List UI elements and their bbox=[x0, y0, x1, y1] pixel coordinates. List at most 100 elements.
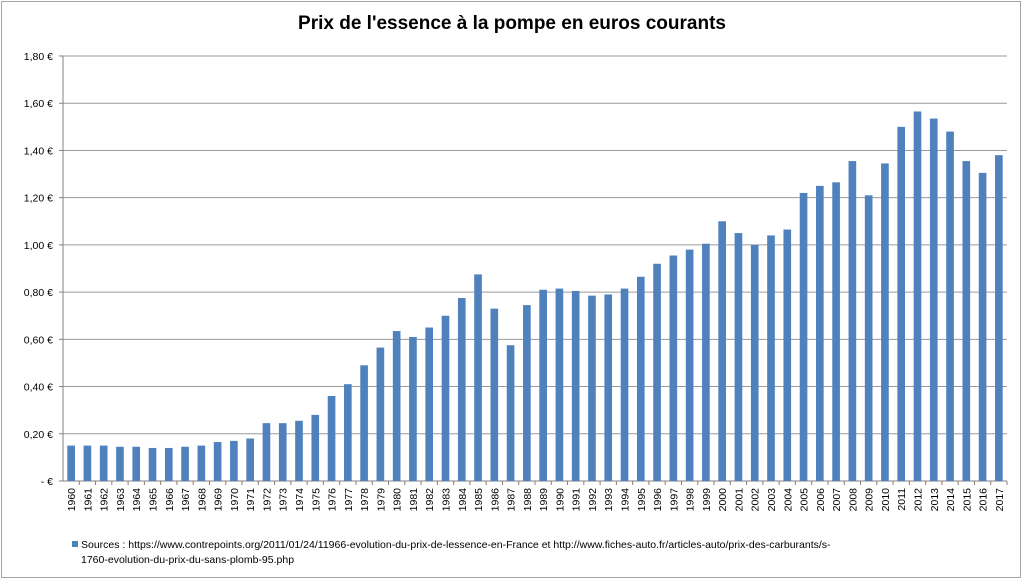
bar bbox=[718, 221, 726, 481]
bar bbox=[490, 308, 499, 481]
x-tick-label: 1988 bbox=[522, 488, 534, 512]
x-tick-label: 2007 bbox=[831, 488, 843, 512]
bar bbox=[995, 155, 1003, 481]
x-tick-label: 1969 bbox=[213, 488, 225, 512]
x-tick-label: 1976 bbox=[327, 488, 339, 512]
bar bbox=[523, 305, 531, 481]
x-tick-label: 2014 bbox=[945, 488, 957, 512]
bar bbox=[181, 446, 189, 481]
y-tick-label: 0,20 € bbox=[24, 429, 53, 441]
bar bbox=[897, 126, 906, 481]
bar bbox=[425, 327, 434, 481]
bar bbox=[669, 255, 678, 481]
x-tick-label: 1967 bbox=[180, 488, 192, 512]
x-tick-label: 2000 bbox=[717, 488, 729, 512]
bar bbox=[230, 440, 238, 481]
x-tick-label: 1972 bbox=[261, 488, 273, 512]
chart-legend: Sources : https://www.contrepoints.org/2… bbox=[72, 538, 972, 568]
bar bbox=[457, 298, 466, 481]
x-tick-label: 1975 bbox=[310, 488, 322, 512]
bar bbox=[685, 249, 694, 481]
bar bbox=[474, 274, 482, 481]
x-tick-label: 2016 bbox=[978, 488, 990, 512]
x-tick-label: 1970 bbox=[229, 488, 241, 512]
bar bbox=[132, 446, 141, 481]
x-tick-label: 2005 bbox=[799, 488, 811, 512]
bar bbox=[978, 172, 987, 481]
x-tick-label: 2008 bbox=[847, 488, 859, 512]
x-tick-label: 2010 bbox=[880, 488, 892, 512]
bar bbox=[734, 233, 743, 481]
x-tick-label: 1974 bbox=[294, 488, 306, 512]
bar bbox=[588, 295, 596, 481]
x-tick-label: 2013 bbox=[929, 488, 941, 512]
bar bbox=[539, 289, 547, 481]
bar bbox=[555, 288, 564, 481]
bar bbox=[962, 161, 971, 481]
x-tick-label: 2017 bbox=[994, 488, 1006, 512]
bar bbox=[99, 445, 108, 481]
bar bbox=[816, 185, 824, 481]
bar bbox=[197, 445, 206, 481]
bar bbox=[783, 229, 792, 481]
bar bbox=[67, 445, 75, 481]
bar bbox=[376, 347, 385, 481]
x-tick-label: 1963 bbox=[115, 488, 127, 512]
x-tick-label: 2003 bbox=[766, 488, 778, 512]
bar bbox=[750, 244, 759, 481]
x-tick-label: 1961 bbox=[82, 488, 94, 512]
bar bbox=[864, 195, 873, 482]
bar bbox=[295, 420, 303, 481]
x-tick-label: 1993 bbox=[603, 488, 615, 512]
chart-title: Prix de l'essence à la pompe en euros co… bbox=[298, 13, 726, 34]
x-tick-label: 1985 bbox=[473, 488, 485, 512]
bar bbox=[702, 243, 710, 481]
x-tick-label: 1982 bbox=[424, 488, 436, 512]
bar bbox=[409, 336, 417, 481]
x-tick-label: 1994 bbox=[620, 488, 632, 512]
x-tick-label: 1996 bbox=[652, 488, 664, 512]
x-tick-label: 2001 bbox=[733, 488, 745, 512]
bar bbox=[604, 294, 613, 481]
bar bbox=[278, 423, 287, 481]
x-tick-label: 1971 bbox=[245, 488, 257, 512]
x-tick-label: 2015 bbox=[961, 488, 973, 512]
x-tick-label: 1968 bbox=[196, 488, 208, 512]
bar bbox=[213, 442, 222, 481]
bar bbox=[246, 438, 254, 481]
bar bbox=[392, 331, 401, 481]
x-tick-label: 1964 bbox=[131, 488, 143, 512]
x-tick-label: 1997 bbox=[668, 488, 680, 512]
bar bbox=[311, 414, 320, 481]
bar bbox=[913, 111, 922, 481]
y-tick-label: 0,80 € bbox=[24, 287, 53, 299]
bar bbox=[344, 384, 352, 481]
x-tick-label: 1980 bbox=[392, 488, 404, 512]
bar bbox=[83, 445, 92, 481]
x-tick-label: 1981 bbox=[408, 488, 420, 512]
x-tick-label: 1992 bbox=[587, 488, 599, 512]
x-tick-label: 1984 bbox=[457, 488, 469, 512]
x-tick-label: 1983 bbox=[440, 488, 452, 512]
x-tick-label: 1990 bbox=[554, 488, 566, 512]
x-tick-label: 1960 bbox=[66, 488, 78, 512]
bar bbox=[506, 345, 515, 481]
bar bbox=[929, 118, 938, 481]
legend-swatch bbox=[72, 541, 78, 547]
x-tick-label: 2002 bbox=[750, 488, 762, 512]
x-tick-label: 1978 bbox=[359, 488, 371, 512]
bar bbox=[441, 315, 450, 481]
y-tick-label: 1,60 € bbox=[24, 98, 53, 110]
bar bbox=[799, 192, 808, 481]
y-tick-label: 1,80 € bbox=[24, 51, 53, 63]
bar bbox=[620, 288, 629, 481]
x-tick-label: 1973 bbox=[278, 488, 290, 512]
x-tick-label: 2004 bbox=[782, 488, 794, 512]
x-tick-label: 1991 bbox=[571, 488, 583, 512]
legend-label-line2: 1760-evolution-du-prix-du-sans-plomb-95.… bbox=[81, 554, 295, 566]
bar bbox=[767, 235, 775, 481]
bar bbox=[636, 276, 645, 481]
y-tick-label: - € bbox=[41, 476, 53, 488]
x-tick-label: 1965 bbox=[148, 488, 160, 512]
